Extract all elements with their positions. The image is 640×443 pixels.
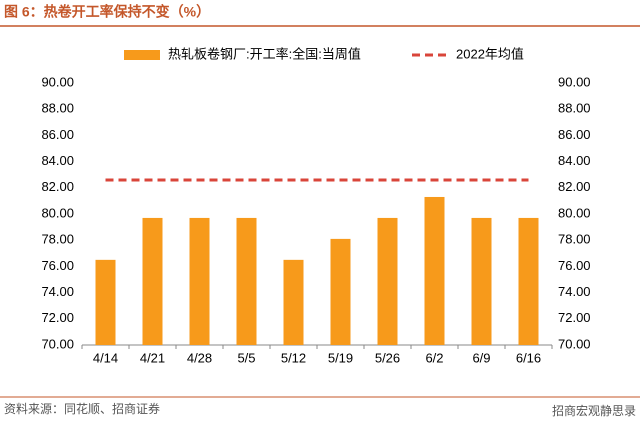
- y2-tick-label: 86.00: [558, 127, 591, 142]
- y-tick-label: 74.00: [41, 284, 74, 299]
- bar: [142, 217, 163, 345]
- bar: [424, 196, 445, 345]
- y2-tick-label: 84.00: [558, 153, 591, 168]
- x-tick-label: 5/12: [281, 350, 306, 365]
- y2-tick-label: 70.00: [558, 336, 591, 351]
- y2-tick-label: 88.00: [558, 101, 591, 116]
- x-tick-label: 4/14: [93, 350, 118, 365]
- y-tick-label: 78.00: [41, 232, 74, 247]
- chart-title: 图 6：热卷开工率保持不变（%）: [4, 4, 210, 20]
- bar: [518, 217, 539, 345]
- watermark: 招商宏观静思录: [552, 403, 636, 418]
- y-tick-label: 88.00: [41, 101, 74, 116]
- source: 资料来源：同花顺、招商证券: [4, 401, 160, 416]
- x-tick-label: 4/21: [140, 350, 165, 365]
- y-tick-label: 76.00: [41, 258, 74, 273]
- y-tick-label: 86.00: [41, 127, 74, 142]
- legend-swatch: [124, 50, 160, 60]
- bar: [377, 217, 398, 345]
- y2-tick-label: 76.00: [558, 258, 591, 273]
- y-tick-label: 72.00: [41, 310, 74, 325]
- y2-tick-label: 80.00: [558, 205, 591, 220]
- y2-tick-label: 72.00: [558, 310, 591, 325]
- bar: [189, 217, 210, 345]
- x-tick-label: 6/16: [516, 350, 541, 365]
- x-tick-label: 6/2: [425, 350, 443, 365]
- legend-label: 2022年均值: [456, 46, 524, 61]
- y-tick-label: 70.00: [41, 336, 74, 351]
- x-tick-label: 5/5: [237, 350, 255, 365]
- x-tick-label: 5/26: [375, 350, 400, 365]
- bar: [95, 259, 116, 345]
- x-tick-label: 5/19: [328, 350, 353, 365]
- bar: [283, 259, 304, 345]
- y2-tick-label: 90.00: [558, 74, 591, 89]
- x-tick-label: 4/28: [187, 350, 212, 365]
- y-tick-label: 90.00: [41, 74, 74, 89]
- y2-tick-label: 74.00: [558, 284, 591, 299]
- x-tick-label: 6/9: [472, 350, 490, 365]
- bar: [236, 217, 257, 345]
- y-tick-label: 84.00: [41, 153, 74, 168]
- y-tick-label: 80.00: [41, 205, 74, 220]
- y2-tick-label: 78.00: [558, 232, 591, 247]
- bar: [471, 217, 492, 345]
- legend-label: 热轧板卷钢厂:开工率:全国:当周值: [168, 46, 361, 61]
- y-tick-label: 82.00: [41, 179, 74, 194]
- y2-tick-label: 82.00: [558, 179, 591, 194]
- bar: [330, 238, 351, 345]
